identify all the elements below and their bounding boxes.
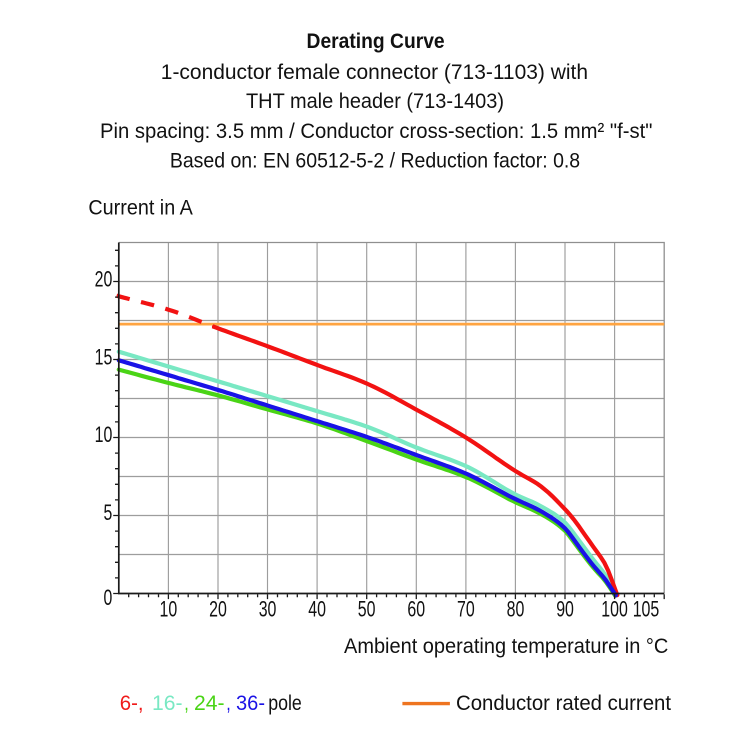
svg-text:40: 40	[308, 597, 326, 622]
svg-text:Ambient operating temperature: Ambient operating temperature in °C	[344, 634, 668, 658]
svg-text:100: 100	[601, 597, 628, 622]
svg-text:0: 0	[104, 585, 113, 610]
svg-text:30: 30	[259, 597, 277, 622]
svg-text:90: 90	[556, 597, 574, 622]
svg-text:105: 105	[633, 597, 660, 622]
svg-text:pole: pole	[268, 691, 302, 715]
svg-text:20: 20	[209, 597, 227, 622]
svg-text:Current in A: Current in A	[88, 196, 193, 220]
svg-text:16-: 16-	[152, 691, 183, 715]
svg-text:Derating Curve: Derating Curve	[307, 29, 445, 53]
svg-text:Conductor rated current: Conductor rated current	[456, 691, 671, 715]
svg-text:,: ,	[184, 691, 189, 715]
svg-text:1-conductor female connector (: 1-conductor female connector (713-1103) …	[161, 60, 588, 84]
svg-text:24-: 24-	[194, 691, 225, 715]
svg-text:Pin spacing: 3.5 mm / Conducto: Pin spacing: 3.5 mm / Conductor cross-se…	[100, 119, 653, 143]
svg-text:10: 10	[95, 422, 113, 447]
svg-text:Based on: EN 60512-5-2 / Reduc: Based on: EN 60512-5-2 / Reduction facto…	[170, 149, 580, 173]
svg-text:50: 50	[358, 597, 376, 622]
svg-text:60: 60	[407, 597, 425, 622]
svg-text:36-: 36-	[236, 691, 265, 715]
svg-text:THT male header (713-1403): THT male header (713-1403)	[246, 89, 504, 113]
svg-text:5: 5	[104, 500, 113, 525]
svg-text:15: 15	[95, 344, 113, 369]
svg-text:6-,: 6-,	[120, 691, 144, 715]
svg-text:,: ,	[226, 691, 231, 715]
svg-text:80: 80	[507, 597, 525, 622]
svg-text:70: 70	[457, 597, 475, 622]
svg-text:10: 10	[160, 597, 178, 622]
svg-text:20: 20	[95, 266, 113, 291]
